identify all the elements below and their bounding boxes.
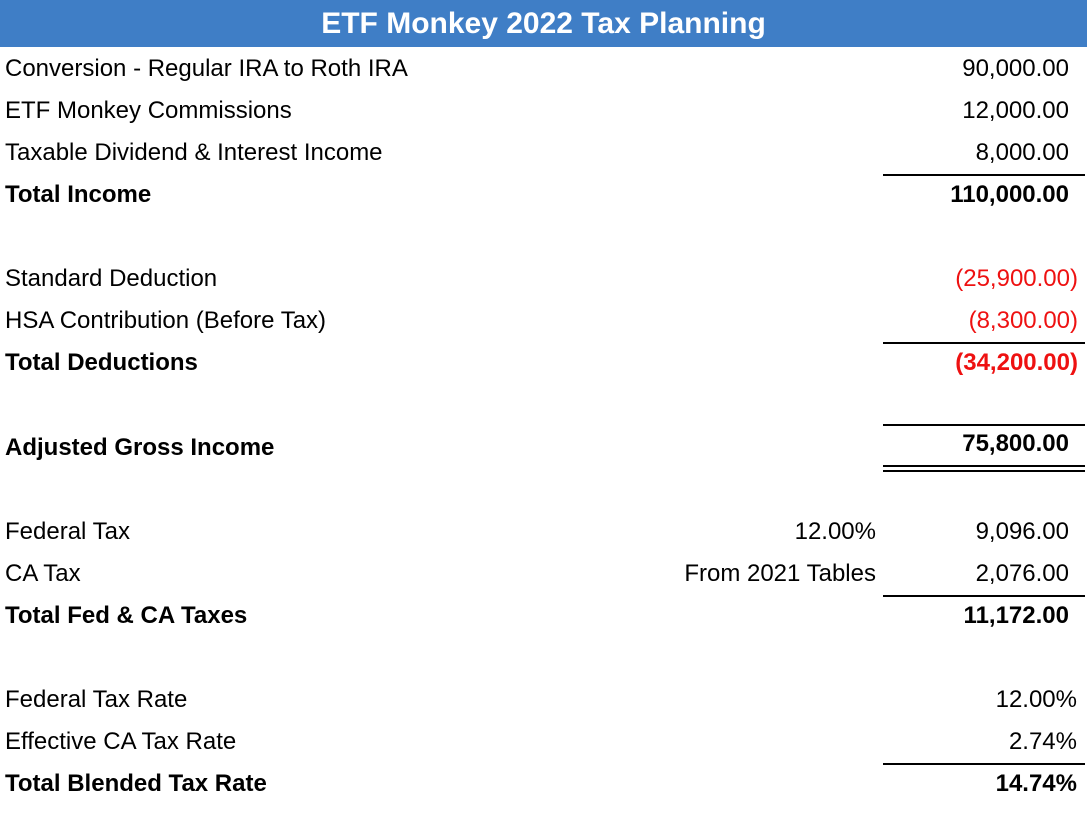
row-label: Effective CA Tax Rate <box>5 728 237 755</box>
deduction-row-standard: Standard Deduction (25,900.00) <box>0 258 1087 300</box>
agi-double-rule <box>883 465 1085 472</box>
agi-row: Adjusted Gross Income 75,800.00 <box>0 427 1087 469</box>
row-label: Total Blended Tax Rate <box>5 770 267 797</box>
row-label: ETF Monkey Commissions <box>5 97 292 124</box>
income-row-ira-conversion: Conversion - Regular IRA to Roth IRA 90,… <box>0 48 1087 90</box>
row-label: Adjusted Gross Income <box>5 434 275 461</box>
row-label: Total Fed & CA Taxes <box>5 602 248 629</box>
row-label: Conversion - Regular IRA to Roth IRA <box>5 55 408 82</box>
sheet-title: ETF Monkey 2022 Tax Planning <box>0 0 1087 47</box>
row-amount: 9,096.00 <box>975 518 1069 545</box>
row-amount: (25,900.00) <box>955 265 1078 292</box>
total-deductions-row: Total Deductions (34,200.00) <box>0 342 1087 384</box>
row-amount: 12,000.00 <box>962 97 1069 124</box>
total-blended-rate-row: Total Blended Tax Rate 14.74% <box>0 763 1087 805</box>
row-amount: 12.00% <box>995 686 1077 713</box>
agi-top-rule <box>883 424 1085 426</box>
income-row-dividend-interest: Taxable Dividend & Interest Income 8,000… <box>0 132 1087 174</box>
tax-row-federal: Federal Tax 12.00% 9,096.00 <box>0 511 1087 553</box>
total-income-row: Total Income 110,000.00 <box>0 174 1087 216</box>
row-amount: 110,000.00 <box>950 181 1069 208</box>
tax-row-ca: CA Tax From 2021 Tables 2,076.00 <box>0 553 1087 595</box>
row-label: Federal Tax <box>5 518 130 545</box>
row-note: 12.00% <box>794 518 876 545</box>
row-amount: (34,200.00) <box>955 349 1078 376</box>
row-label: Standard Deduction <box>5 265 218 292</box>
row-label: Total Deductions <box>5 349 198 376</box>
row-label: Taxable Dividend & Interest Income <box>5 139 383 166</box>
income-row-commissions: ETF Monkey Commissions 12,000.00 <box>0 90 1087 132</box>
row-amount: 2,076.00 <box>975 560 1069 587</box>
row-amount: 11,172.00 <box>963 602 1069 629</box>
row-label: HSA Contribution (Before Tax) <box>5 307 327 334</box>
row-amount: 14.74% <box>995 770 1077 797</box>
total-rate-rule <box>883 763 1085 765</box>
row-amount: 2.74% <box>1008 728 1077 755</box>
row-label: Federal Tax Rate <box>5 686 188 713</box>
total-taxes-row: Total Fed & CA Taxes 11,172.00 <box>0 595 1087 637</box>
row-amount: (8,300.00) <box>968 307 1078 334</box>
total-deductions-rule <box>883 342 1085 344</box>
row-note: From 2021 Tables <box>684 560 876 587</box>
total-income-rule <box>883 174 1085 176</box>
deduction-row-hsa: HSA Contribution (Before Tax) (8,300.00) <box>0 300 1087 342</box>
row-label: CA Tax <box>5 560 81 587</box>
row-amount: 8,000.00 <box>975 139 1069 166</box>
rate-row-ca-effective: Effective CA Tax Rate 2.74% <box>0 721 1087 763</box>
row-label: Total Income <box>5 181 152 208</box>
total-taxes-rule <box>883 595 1085 597</box>
row-amount: 90,000.00 <box>962 55 1069 82</box>
row-amount: 75,800.00 <box>962 430 1069 457</box>
rate-row-federal: Federal Tax Rate 12.00% <box>0 679 1087 721</box>
